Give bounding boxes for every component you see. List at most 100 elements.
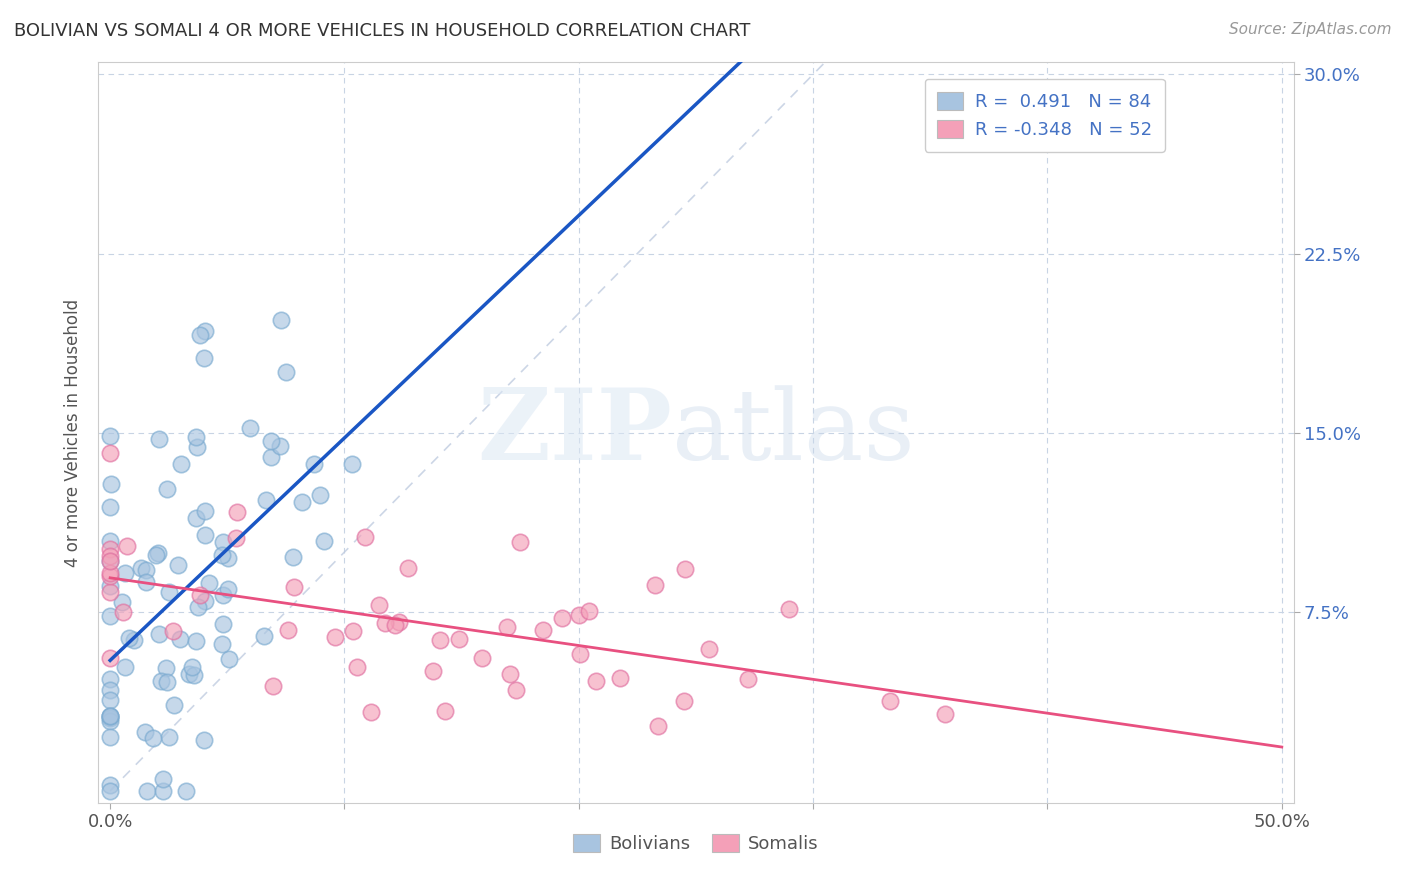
Point (225, 531, 247, 545)
Point (422, 665, 444, 679)
Point (122, 633, 145, 648)
Point (156, 482, 179, 496)
Point (531, 623, 554, 637)
Point (98, 608, 121, 623)
Point (308, 488, 330, 502)
Point (98, 779, 121, 793)
Point (111, 595, 134, 609)
Point (354, 530, 377, 544)
Point (217, 582, 239, 597)
Point (262, 680, 284, 694)
Point (112, 605, 135, 619)
Point (142, 731, 165, 746)
Point (226, 506, 249, 520)
Point (211, 588, 233, 602)
Point (152, 784, 174, 798)
Point (184, 633, 207, 648)
Point (169, 632, 191, 647)
Point (274, 365, 297, 379)
Point (100, 477, 122, 491)
Point (270, 313, 292, 327)
Point (934, 707, 956, 722)
Point (98, 554, 121, 568)
Point (155, 661, 177, 675)
Point (193, 594, 215, 608)
Point (697, 641, 720, 656)
Point (176, 784, 198, 798)
Point (673, 562, 696, 576)
Point (98, 533, 121, 548)
Y-axis label: 4 or more Vehicles in Household: 4 or more Vehicles in Household (65, 299, 83, 566)
Point (157, 730, 180, 744)
Point (260, 434, 283, 448)
Point (98, 579, 121, 593)
Point (505, 682, 527, 697)
Point (254, 492, 277, 507)
Point (218, 652, 240, 666)
Point (190, 328, 212, 343)
Point (367, 598, 389, 612)
Point (98, 730, 121, 744)
Point (98, 683, 121, 698)
Point (98, 446, 121, 460)
Point (98, 569, 121, 583)
Point (98, 709, 121, 723)
Point (396, 561, 419, 575)
Point (98, 500, 121, 514)
Point (198, 576, 221, 591)
Point (98, 429, 121, 443)
Point (98, 709, 121, 723)
Point (283, 581, 305, 595)
Point (342, 624, 364, 638)
Point (163, 698, 186, 713)
Point (509, 534, 531, 549)
Point (114, 660, 136, 674)
Point (314, 533, 336, 548)
Point (187, 599, 209, 614)
Point (117, 539, 139, 553)
Text: Source: ZipAtlas.com: Source: ZipAtlas.com (1229, 22, 1392, 37)
Point (98, 566, 121, 581)
Point (360, 705, 382, 719)
Point (177, 667, 200, 681)
Point (496, 619, 519, 633)
Point (135, 575, 157, 590)
Point (184, 430, 207, 444)
Point (449, 632, 471, 647)
Point (346, 660, 368, 674)
Point (148, 432, 170, 446)
Point (98, 693, 121, 707)
Point (148, 626, 170, 640)
Point (429, 633, 451, 648)
Point (98, 673, 121, 687)
Point (433, 704, 456, 718)
Point (387, 615, 409, 630)
Point (673, 694, 696, 708)
Point (98, 585, 121, 599)
Point (98, 549, 121, 564)
Text: BOLIVIAN VS SOMALI 4 OR MORE VEHICLES IN HOUSEHOLD CORRELATION CHART: BOLIVIAN VS SOMALI 4 OR MORE VEHICLES IN… (14, 22, 751, 40)
Point (181, 660, 204, 674)
Point (323, 630, 346, 644)
Point (98, 714, 121, 728)
Point (291, 494, 314, 508)
Point (98, 784, 121, 798)
Legend: Bolivians, Somalis: Bolivians, Somalis (567, 827, 825, 861)
Point (578, 604, 600, 618)
Point (194, 504, 217, 518)
Point (644, 578, 666, 592)
Point (609, 671, 631, 685)
Point (152, 772, 174, 786)
Point (156, 675, 179, 690)
Point (374, 616, 396, 631)
Point (166, 558, 188, 572)
Point (170, 458, 193, 472)
Point (647, 719, 669, 733)
Point (568, 647, 591, 661)
Point (134, 725, 156, 739)
Point (98, 541, 121, 556)
Point (145, 548, 167, 562)
Point (193, 732, 215, 747)
Point (212, 617, 235, 632)
Point (778, 602, 800, 616)
